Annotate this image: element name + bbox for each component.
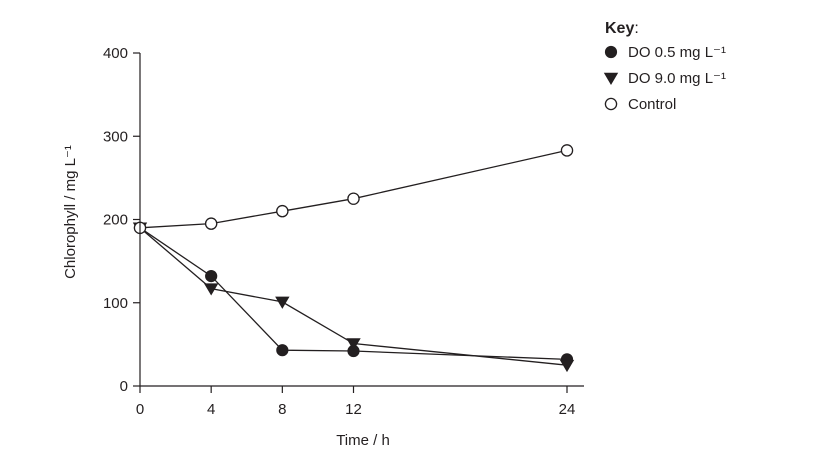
series-line-2	[139, 149, 568, 229]
x-tick-label-0: 0	[136, 401, 144, 418]
y-tick-label-1: 100	[103, 295, 128, 312]
legend-marker-0	[604, 45, 618, 59]
legend-label-0: DO 0.5 mg L⁻¹	[628, 44, 726, 61]
point-2-3	[347, 192, 360, 205]
y-tick-label-0: 0	[120, 378, 128, 395]
y-tick-label-2: 200	[103, 212, 128, 229]
legend-title: Key:	[605, 20, 639, 37]
legend-label-2: Control	[628, 96, 676, 113]
series-markers-1	[132, 222, 575, 373]
legend-marker-2	[604, 97, 618, 111]
x-tick-label-2: 8	[278, 401, 286, 418]
y-tick-label-3: 300	[103, 128, 128, 145]
legend-label-1: DO 9.0 mg L⁻¹	[628, 70, 726, 87]
legend-title-word: Key	[605, 20, 634, 37]
legend-title-colon: :	[634, 20, 638, 37]
point-1-1	[203, 283, 219, 296]
legend: Key: DO 0.5 mg L⁻¹ DO 9.0 mg L⁻¹ Control	[603, 20, 726, 113]
x-axis-title: Time / h	[336, 432, 390, 449]
x-tick-label-4: 24	[559, 401, 576, 418]
point-1-3	[346, 338, 361, 351]
point-1-2	[275, 296, 290, 309]
point-0-2	[276, 344, 289, 357]
x-tick-label-3: 12	[345, 401, 362, 418]
point-2-2	[276, 204, 289, 218]
point-2-1	[204, 217, 218, 230]
y-axis-title: Chlorophyll / mg L⁻¹	[62, 145, 79, 279]
point-2-4	[560, 144, 574, 157]
ticks: 0 4 8 12 24 0 100 200 300 400	[103, 45, 575, 418]
point-1-4	[559, 359, 575, 373]
x-tick-label-1: 4	[207, 401, 215, 418]
y-tick-label-4: 400	[103, 45, 128, 62]
series-2	[139, 149, 568, 229]
point-0-1	[205, 270, 218, 283]
plot-area	[132, 144, 575, 373]
series-markers-2	[133, 144, 574, 235]
legend-marker-1	[603, 72, 619, 85]
